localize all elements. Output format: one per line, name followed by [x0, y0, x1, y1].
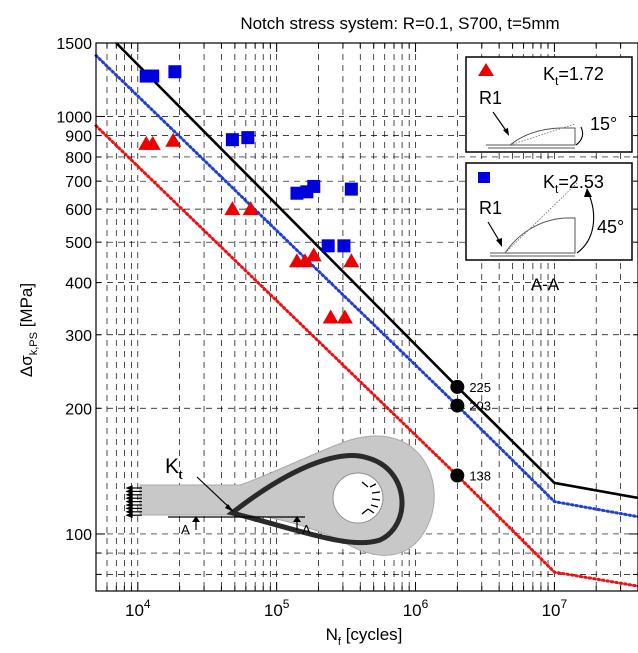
y-tick-label: 300 [65, 328, 92, 345]
sn-curves [94, 42, 638, 588]
data-point-square [168, 65, 182, 79]
fat-point-label: 203 [469, 399, 491, 414]
chart-title: Notch stress system: R=0.1, S700, t=5mm [240, 14, 559, 33]
data-point-square [321, 239, 335, 253]
inset2-radius-label: R1 [479, 198, 502, 218]
sn-curve-2 [94, 124, 638, 588]
y-tick-label: 600 [65, 202, 92, 219]
plot-frame [95, 42, 638, 592]
data-point-triangle [305, 247, 322, 262]
y-tick-label: 200 [65, 401, 92, 418]
inset1-radius-label: R1 [479, 88, 502, 108]
inset1-angle-label: 15° [590, 114, 617, 134]
data-markers [138, 65, 360, 324]
fat-point-marker [450, 468, 465, 483]
cut-label-left: A [181, 522, 190, 537]
fat-point-label: 138 [469, 469, 491, 484]
x-tick-label: 106 [403, 597, 429, 620]
data-point-triangle [224, 201, 241, 216]
data-point-triangle [144, 135, 161, 150]
fat-point-marker [450, 398, 465, 413]
load-arrowhead [125, 505, 133, 512]
y-tick-label: 900 [65, 129, 92, 146]
inset2-angle-label: 45° [597, 217, 624, 237]
data-point-square [307, 179, 321, 193]
fat-point-marker [450, 379, 465, 394]
x-axis-ticks: 104 105 106 107 [106, 43, 622, 620]
load-arrowhead [125, 512, 133, 519]
x-axis-label: Nf [cycles] [326, 625, 403, 648]
legend-marker-square [478, 172, 490, 183]
load-arrowhead [125, 488, 133, 495]
data-point-square [146, 69, 160, 83]
data-point-triangle [336, 309, 353, 324]
inset-kt253: Kt=2.53 R1 45° [465, 162, 633, 261]
fat-points: 225 203 138 [450, 379, 491, 484]
data-point-square [241, 131, 255, 145]
y-tick-label: 1000 [56, 110, 92, 127]
data-point-square [337, 239, 351, 253]
section-label: A-A [531, 275, 560, 294]
legend-marker-triangle [478, 63, 494, 76]
data-point-triangle [343, 253, 360, 268]
x-tick-label: 105 [264, 597, 290, 620]
sn-curve-1 [94, 54, 638, 519]
specimen-illustration: Kt A A [125, 435, 435, 556]
specimen-kt-label: Kt [165, 455, 183, 482]
data-point-triangle [322, 309, 339, 324]
y-tick-label: 400 [65, 276, 92, 293]
load-arrowhead [125, 485, 133, 491]
data-point-square [344, 182, 358, 196]
y-tick-label: 700 [65, 174, 92, 191]
load-arrowhead [125, 508, 133, 515]
y-tick-label: 500 [65, 235, 92, 252]
x-tick-label: 104 [125, 597, 151, 620]
fat-point-label: 225 [469, 380, 491, 395]
inset-kt172: Kt=1.72 R1 15° [465, 56, 633, 153]
data-point-triangle [297, 253, 314, 268]
cut-label-right: A [302, 522, 311, 537]
x-tick-label: 107 [542, 597, 568, 620]
load-arrowhead [125, 495, 133, 502]
y-axis-label: Δσk,PS [MPa] [17, 283, 40, 377]
y-tick-label: 100 [65, 527, 92, 544]
data-point-square [290, 186, 304, 200]
data-point-triangle [242, 201, 259, 216]
y-axis-ticks: 100 200 300 400 500 600 700 800 900 1000 1500 [56, 36, 638, 575]
legend-label-kt253: Kt=2.53 [543, 172, 604, 196]
legend-label-kt172: Kt=1.72 [543, 64, 604, 88]
data-point-square [225, 133, 239, 147]
data-point-triangle [165, 132, 182, 147]
sn-curve-0 [115, 42, 638, 500]
y-tick-label: 1500 [56, 36, 92, 53]
load-arrowhead [125, 491, 133, 498]
load-arrowhead [125, 498, 133, 505]
y-tick-label: 800 [65, 150, 92, 167]
load-arrowhead [125, 502, 133, 508]
